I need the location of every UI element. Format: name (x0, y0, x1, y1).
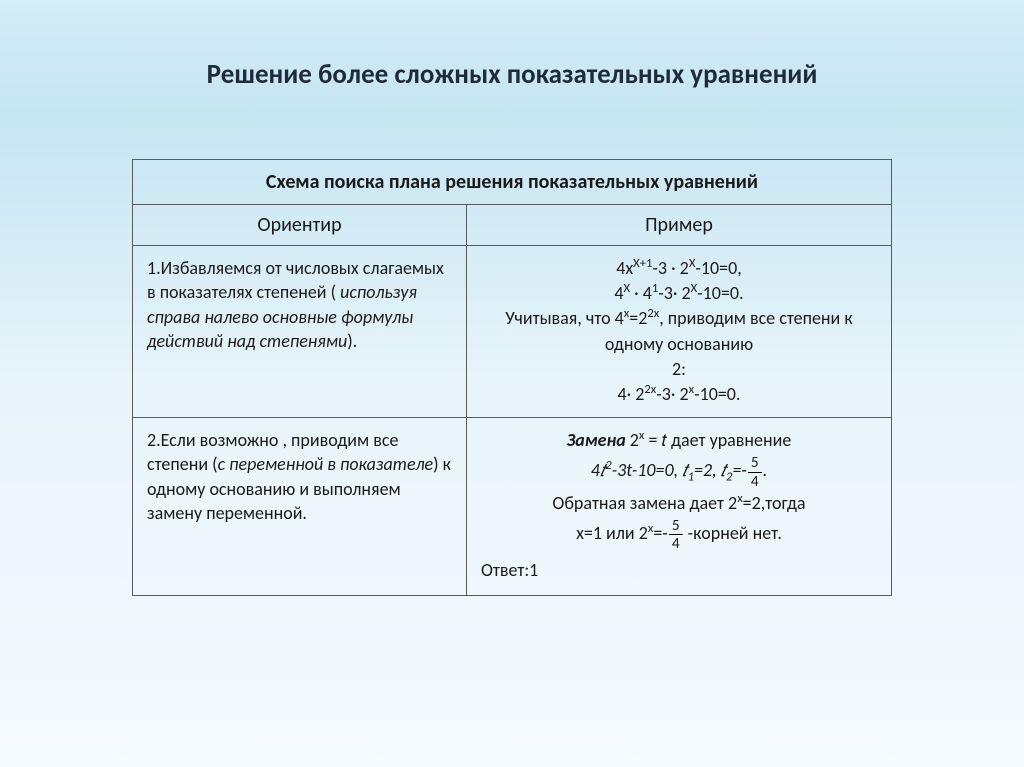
column-header-left: Ориентир (133, 205, 467, 246)
table-header: Схема поиска плана решения показательных… (133, 160, 892, 205)
back-sub-line: Обратная замена дает 2x=2,тогда (481, 491, 877, 516)
equation-line: 4· 22x-3· 2x-10=0. (481, 382, 877, 407)
quadratic-line: 4𝑡2-3t-10=0, 𝑡1=2, 𝑡2=-54. (481, 455, 877, 489)
substitution-line: Замена 2x = 𝑡 дает уравнение (481, 428, 877, 453)
italic-phrase: используя справа налево основные формулы… (147, 281, 417, 352)
row1-left: 1.Избавляемся от числовых слагаемых в по… (133, 246, 467, 418)
answer-line: Ответ:1 (481, 558, 877, 583)
base-line: 2: (481, 357, 877, 382)
column-header-right: Пример (466, 205, 891, 246)
row2-left: 2.Если возможно , приводим все степени (… (133, 418, 467, 596)
row1-right: 4xX+1-3 · 2X-10=0, 4X · 41-3· 2X-10=0. У… (466, 246, 891, 418)
equation-line: 4X · 41-3· 2X-10=0. (481, 281, 877, 306)
note-line: Учитывая, что 4x=22x, приводим все степе… (481, 306, 877, 356)
page-title: Решение более сложных показательных урав… (70, 58, 954, 91)
italic-phrase: с переменной в показателе (218, 453, 434, 475)
table-row: 2.Если возможно , приводим все степени (… (133, 418, 892, 596)
roots-line: x=1 или 2x=-54 -корней нет. (481, 518, 877, 552)
equation-line: 4xX+1-3 · 2X-10=0, (481, 256, 877, 281)
table-row: 1.Избавляемся от числовых слагаемых в по… (133, 246, 892, 418)
row2-right: Замена 2x = 𝑡 дает уравнение 4𝑡2-3t-10=0… (466, 418, 891, 596)
solution-table: Схема поиска плана решения показательных… (132, 159, 892, 596)
